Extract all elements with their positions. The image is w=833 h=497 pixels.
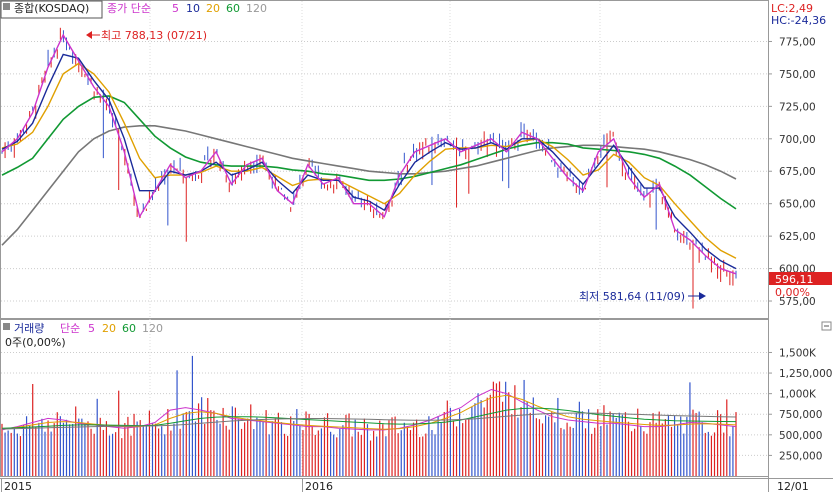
panel-menu-icon[interactable] (3, 3, 10, 10)
volume-tick-label: 500,000 (779, 430, 822, 442)
volume-ma-line-120 (1, 412, 737, 430)
x-label-2016: 2016 (305, 480, 333, 493)
volume-ma-lines (1, 388, 737, 431)
price-panel-name-box[interactable] (0, 0, 103, 19)
price-ma-lines (1, 33, 737, 275)
ma5-legend: 5 (172, 2, 179, 15)
price-y-axis: 775,00 750,00 725,00 700,00 675,00 650,00 625,… (768, 36, 816, 308)
price-tick-label: 725,00 (779, 101, 816, 113)
price-tick-label: 575,00 (779, 296, 816, 308)
volume-tick-label: 1,250,000 (779, 368, 832, 380)
volume-menu-icon[interactable] (3, 323, 10, 330)
vol-ma120-legend: 120 (142, 322, 163, 335)
volume-panel-name: 거래량 (14, 322, 44, 335)
volume-indicator-label: 단순 (60, 322, 80, 335)
x-label-2015: 2015 (4, 480, 32, 493)
ma-line-20 (1, 62, 737, 259)
vol-ma60-legend: 60 (122, 322, 136, 335)
volume-ma-line-5 (1, 388, 737, 431)
high-annotation: 최고 788,13 (07/21) (101, 29, 207, 42)
low-annotation: 최저 581,64 (11/09) (579, 290, 685, 303)
price-indicator-label: 종가 단순 (107, 2, 151, 15)
ma-line-10 (1, 53, 737, 270)
volume-current: 0주(0,00%) (5, 336, 66, 349)
hc-readout: HC:-24,36 (771, 14, 826, 27)
high-arrow-icon (86, 31, 92, 39)
current-price-change: 0,00% (775, 286, 810, 299)
ma-line-5 (1, 33, 737, 275)
volume-y-axis: 1,500K 1,250,000 1,000K 750,000 500,000 250,0… (768, 347, 832, 462)
ma20-legend: 20 (206, 2, 220, 15)
volume-bars (1, 355, 737, 476)
price-tick-label: 700,00 (779, 134, 816, 146)
price-panel-name: 종합(KOSDAQ) (14, 2, 89, 15)
lc-readout: LC:2,49 (771, 2, 813, 15)
volume-ma-line-60 (1, 407, 737, 429)
price-panel-frame (0, 0, 769, 319)
price-tick-label: 625,00 (779, 231, 816, 243)
vol-ma20-legend: 20 (102, 322, 116, 335)
grid-lines (1, 1, 768, 476)
current-price-value: 596,11 (775, 273, 814, 286)
ma-line-120 (1, 125, 737, 246)
volume-tick-label: 1,500K (779, 347, 817, 359)
volume-tick-label: 250,000 (779, 450, 822, 462)
vol-ma5-legend: 5 (88, 322, 95, 335)
volume-tick-label: 1,000K (779, 389, 817, 401)
ma60-legend: 60 (226, 2, 240, 15)
ma120-legend: 120 (246, 2, 267, 15)
ma-line-60 (1, 95, 737, 210)
price-tick-label: 775,00 (779, 36, 816, 48)
price-tick-label: 750,00 (779, 69, 816, 81)
price-tick-label: 650,00 (779, 199, 816, 211)
volume-tick-label: 750,000 (779, 409, 822, 421)
ma10-legend: 10 (186, 2, 200, 15)
low-arrow-icon (699, 292, 706, 300)
price-tick-label: 675,00 (779, 166, 816, 178)
current-price-marker (769, 272, 832, 285)
x-label-end: 12/01 (777, 480, 809, 493)
